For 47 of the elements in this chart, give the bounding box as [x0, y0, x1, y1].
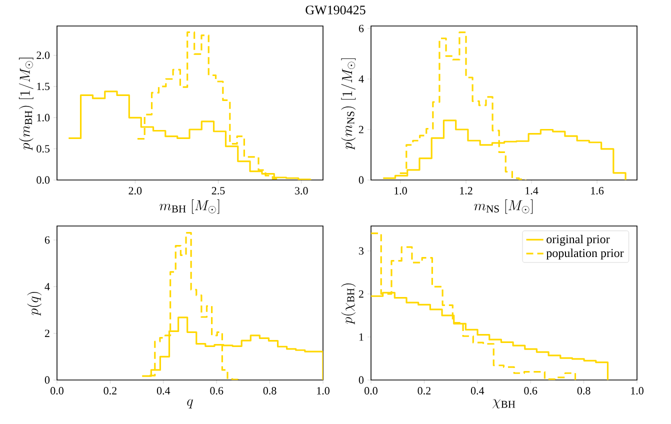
x-tick-label: 3.0: [295, 187, 308, 195]
x-axis-title: $\chi_{\mathrm{BH}}$: [492, 399, 516, 409]
x-tick-label: 0.6: [210, 387, 224, 395]
x-tick-label: 2.5: [212, 187, 225, 194]
x-tick-label: 2.0: [128, 187, 142, 195]
x-axis-title: $q$: [187, 399, 193, 408]
y-tick-label: 0.0: [36, 176, 50, 184]
x-tick-label: 0.8: [263, 387, 276, 395]
y-tick-label: 4: [44, 283, 50, 290]
chart-title: GW190425: [306, 6, 366, 14]
x-tick-label: 0.0: [364, 387, 378, 395]
x-tick-label: 1.0: [394, 187, 407, 195]
x-tick-label: 1.0: [631, 387, 644, 395]
x-tick-label: 0.4: [156, 387, 170, 395]
x-tick-label: 1.2: [460, 187, 472, 194]
y-tick-label: 1.5: [37, 82, 50, 90]
y-tick-label: 1.0: [37, 114, 50, 122]
y-tick-label: 0: [44, 376, 50, 384]
legend-label: original prior: [546, 234, 610, 246]
y-tick-label: 0.5: [36, 145, 50, 153]
y-tick-label: 0: [358, 176, 364, 184]
x-tick-label: 0.8: [577, 387, 590, 395]
y-tick-label: 0: [358, 376, 364, 384]
x-tick-label: 1.6: [591, 187, 604, 194]
y-axis-title: $p(m_{\mathrm{BH}})\ [1/M_\odot]$: [18, 58, 34, 150]
x-tick-label: 0.6: [524, 387, 538, 395]
x-tick-label: 1.4: [526, 187, 538, 194]
y-tick-label: 3: [359, 247, 364, 255]
y-tick-label: 6: [44, 236, 50, 244]
y-tick-label: 2.0: [36, 52, 50, 60]
x-tick-label: 1.0: [317, 387, 330, 395]
y-tick-label: 2: [44, 330, 50, 337]
x-axis-title: $m_{\mathrm{BH}}\ [M_\odot]$: [160, 199, 220, 214]
y-tick-label: 2: [358, 290, 364, 298]
y-tick-label: 1: [359, 333, 364, 341]
x-tick-label: 0.2: [104, 387, 116, 395]
x-tick-label: 0.4: [470, 387, 484, 395]
y-tick-label: 6: [358, 24, 364, 32]
y-axis-title: $p(\chi_{\mathrm{BH}})$: [341, 283, 356, 324]
y-tick-label: 4: [358, 75, 364, 83]
y-axis-title: $p(m_{\mathrm{NS}})\ [1/M_\odot]$: [341, 58, 356, 150]
x-axis-title: $m_{\mathrm{NS}}\ [M_\odot]$: [474, 199, 533, 214]
x-tick-label: 0.0: [50, 387, 64, 395]
x-tick-label: 0.2: [418, 387, 430, 395]
y-tick-label: 2: [358, 126, 364, 134]
legend-label: population prior: [546, 248, 624, 260]
y-axis-title: $p(q)$: [27, 292, 42, 316]
